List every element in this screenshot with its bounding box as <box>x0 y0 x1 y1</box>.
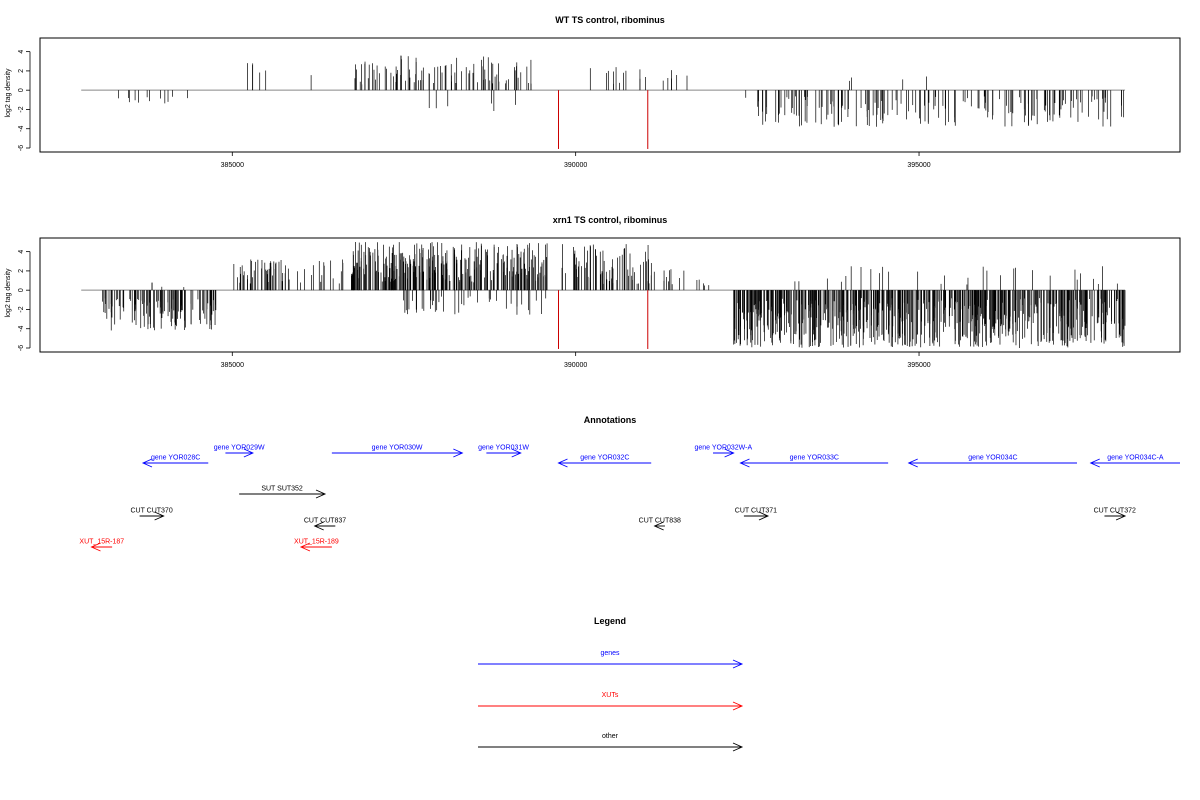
feature-cut-cut372: CUT CUT372 <box>1094 508 1136 521</box>
feature-label: gene YOR033C <box>790 455 839 462</box>
legend-item-genes: genes <box>478 650 744 669</box>
wt-y-tick-label: -2 <box>18 106 25 112</box>
feature-arrow <box>713 448 735 458</box>
feature-gene-yor032c: gene YOR032C <box>557 455 652 468</box>
feature-arrow <box>743 511 770 521</box>
wt-y-tick-label: 2 <box>18 69 25 73</box>
legend-title: Legend <box>594 616 626 626</box>
feature-arrow <box>90 542 113 552</box>
xrn1-chart-title: xrn1 TS control, ribominus <box>553 215 668 225</box>
feature-arrow <box>299 542 332 552</box>
feature-arrow <box>653 521 665 531</box>
wt-y-axis-label: log2 tag density <box>5 68 12 118</box>
legend-item-xuts: XUTs <box>478 692 744 711</box>
wt-chart-panel: WT TS control, ribominus log2 tag densit… <box>5 15 1181 169</box>
feature-gene-yor030w: gene YOR030W <box>331 445 464 458</box>
xrn1-y-tick-label: -6 <box>18 345 25 351</box>
feature-arrow <box>313 521 336 531</box>
feature-arrow <box>225 448 254 458</box>
feature-label: SUT SUT352 <box>261 486 303 493</box>
legend-label: genes <box>600 650 620 657</box>
feature-label: CUT CUT837 <box>304 518 346 525</box>
legend-swatch-arrow <box>478 659 744 669</box>
feature-label: gene YOR029W <box>214 445 265 452</box>
feature-gene-yor032w-a: gene YOR032W-A <box>694 445 752 458</box>
feature-gene-yor033c: gene YOR033C <box>739 455 889 468</box>
feature-label: XUT_15R-187 <box>79 539 124 546</box>
feature-label: gene YOR034C-A <box>1107 455 1164 462</box>
feature-cut-cut838: CUT CUT838 <box>639 518 681 531</box>
wt-y-tick-label: -4 <box>18 126 25 132</box>
wt-plot-frame <box>39 37 1181 153</box>
feature-gene-yor029w: gene YOR029W <box>214 445 265 458</box>
xrn1-y-tick-label: 4 <box>18 250 25 254</box>
feature-cut-cut371: CUT CUT371 <box>735 508 777 521</box>
feature-arrow <box>141 458 209 468</box>
feature-label: CUT CUT371 <box>735 508 777 515</box>
xrn1-x-axis: 385000 390000 395000 <box>221 352 931 369</box>
feature-label: gene YOR030W <box>372 445 423 452</box>
wt-x-tick-label: 390000 <box>564 162 587 169</box>
feature-gene-yor034c-a: gene YOR034C-A <box>1089 455 1180 468</box>
feature-arrow <box>907 458 1077 468</box>
feature-cut-cut370: CUT CUT370 <box>130 508 173 521</box>
feature-label: gene YOR032C <box>580 455 629 462</box>
feature-label: gene YOR028C <box>151 455 200 462</box>
wt-x-tick-label: 385000 <box>221 162 244 169</box>
feature-arrow <box>331 448 464 458</box>
wt-y-tick-label: 4 <box>18 50 25 54</box>
feature-gene-yor031w: gene YOR031W <box>478 445 529 458</box>
xrn1-signal-marks <box>81 242 1126 349</box>
xrn1-y-axis: 4 2 0 -2 -4 -6 <box>18 250 31 351</box>
feature-label: CUT CUT370 <box>130 508 172 515</box>
feature-label: CUT CUT372 <box>1094 508 1136 515</box>
xrn1-x-tick-label: 395000 <box>907 362 930 369</box>
xrn1-y-tick-label: 0 <box>18 288 25 292</box>
legend-swatch-arrow <box>478 701 744 711</box>
feature-label: CUT CUT838 <box>639 518 681 525</box>
feature-arrow <box>1104 511 1127 521</box>
legend-swatch-arrow <box>478 742 744 752</box>
feature-label: gene YOR034C <box>968 455 1017 462</box>
legend-item-other: other <box>478 733 744 752</box>
annotations-title: Annotations <box>584 415 637 425</box>
xrn1-chart-panel: xrn1 TS control, ribominus log2 tag dens… <box>5 215 1181 369</box>
feature-label: gene YOR032W-A <box>694 445 752 452</box>
xrn1-x-tick-label: 390000 <box>564 362 587 369</box>
legend-items: genes XUTs other <box>478 650 744 752</box>
xrn1-x-tick-label: 385000 <box>221 362 244 369</box>
feature-arrow <box>557 458 652 468</box>
feature-arrow <box>239 489 327 499</box>
xrn1-y-tick-label: -2 <box>18 306 25 312</box>
legend-label: XUTs <box>602 692 619 699</box>
wt-chart-title: WT TS control, ribominus <box>555 15 665 25</box>
wt-y-tick-label: 0 <box>18 88 25 92</box>
feature-layer: gene YOR028C gene YOR029W gene YOR030W gene… <box>79 445 1180 552</box>
feature-label: gene YOR031W <box>478 445 529 452</box>
xrn1-y-tick-label: 2 <box>18 269 25 273</box>
feature-cut-cut837: CUT CUT837 <box>304 518 346 531</box>
wt-x-tick-label: 395000 <box>907 162 930 169</box>
feature-arrow <box>1089 458 1180 468</box>
xrn1-y-axis-label: log2 tag density <box>5 268 12 318</box>
feature-gene-yor034c: gene YOR034C <box>907 455 1077 468</box>
wt-y-tick-label: -6 <box>18 145 25 151</box>
feature-sut-sut352: SUT SUT352 <box>239 486 327 499</box>
feature-arrow <box>486 448 522 458</box>
feature-gene-yor028c: gene YOR028C <box>141 455 209 468</box>
wt-x-axis: 385000 390000 395000 <box>221 152 931 169</box>
feature-label: XUT_15R-189 <box>294 539 339 546</box>
feature-xut-15r-187: XUT_15R-187 <box>79 539 124 552</box>
legend-label: other <box>602 733 619 740</box>
feature-arrow <box>739 458 889 468</box>
feature-arrow <box>139 511 165 521</box>
feature-xut-15r-189: XUT_15R-189 <box>294 539 339 552</box>
wt-signal-marks <box>81 55 1126 149</box>
wt-y-axis: 4 2 0 -2 -4 -6 <box>18 50 31 151</box>
xrn1-y-tick-label: -4 <box>18 326 25 332</box>
xrn1-plot-frame <box>39 237 1181 353</box>
legend: Legend genes XUTs other <box>478 616 744 752</box>
